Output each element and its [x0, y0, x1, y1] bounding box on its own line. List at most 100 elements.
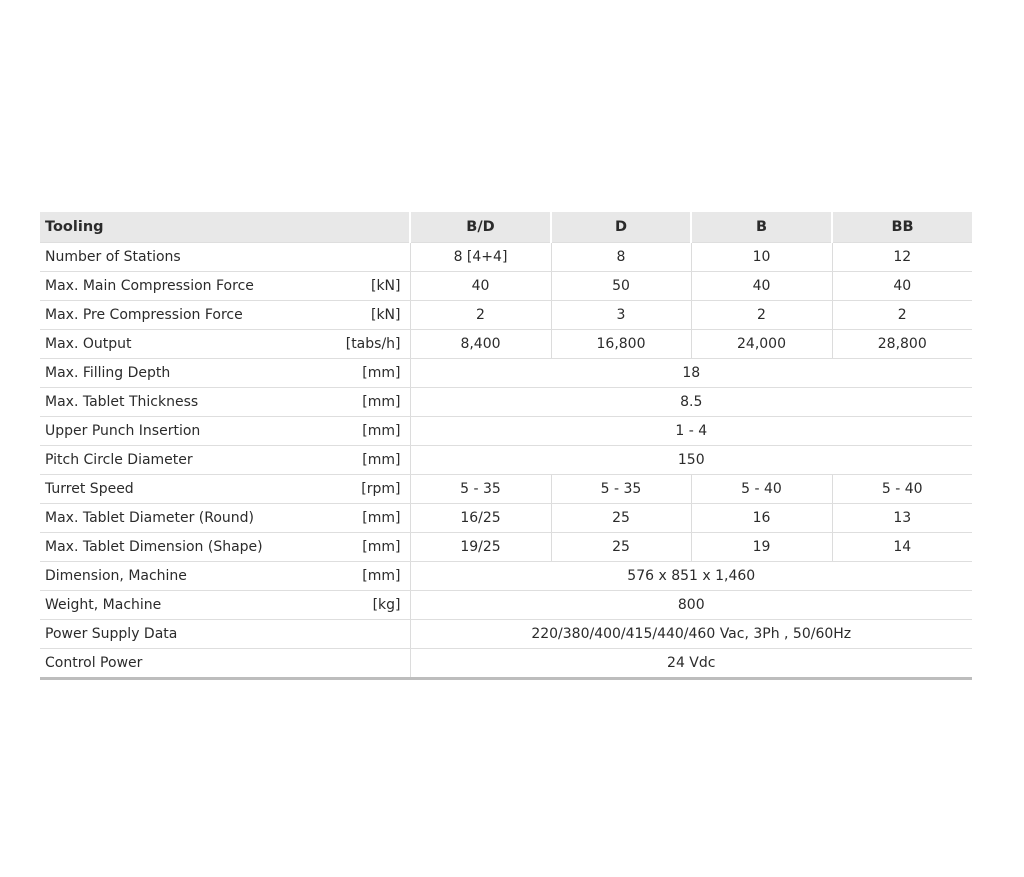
table-row: Max. Tablet Diameter (Round) [mm] 16/25 25 1… — [40, 503, 972, 533]
header-column: BB — [831, 212, 972, 243]
row-label: Max. Tablet Thickness — [45, 394, 199, 410]
row-unit: [rpm] — [361, 481, 401, 497]
value-cell: 40 — [409, 271, 551, 301]
value-cell: 5 - 35 — [550, 474, 691, 504]
row-label-cell: Max. Pre Compression Force [kN] — [40, 300, 410, 330]
value-cell: 25 — [550, 503, 691, 533]
table-row: Max. Main Compression Force [kN] 40 50 40 40 — [40, 271, 972, 301]
row-label-cell: Dimension, Machine [mm] — [40, 561, 410, 591]
row-unit: [kg] — [372, 597, 401, 613]
row-label-cell: Max. Main Compression Force [kN] — [40, 271, 410, 301]
value-cell: 28,800 — [831, 329, 972, 359]
table-row: Pitch Circle Diameter [mm] 150 — [40, 445, 972, 475]
table-row: Turret Speed [rpm] 5 - 35 5 - 35 5 - 40 5 - 4… — [40, 474, 972, 504]
value-cell: 3 — [550, 300, 691, 330]
value-cell: 2 — [831, 300, 972, 330]
table-row: Number of Stations 8 [4+4] 8 10 12 — [40, 242, 972, 272]
row-unit: [mm] — [362, 510, 401, 526]
value-cell: 800 — [409, 590, 972, 620]
row-label-cell: Max. Output [tabs/h] — [40, 329, 410, 359]
row-unit: [mm] — [362, 394, 401, 410]
specifications-table: Tooling B/D D B BB Number of Stations 8 [… — [40, 212, 972, 680]
value-cell: 576 x 851 x 1,460 — [409, 561, 972, 591]
table-row: Dimension, Machine [mm] 576 x 851 x 1,460 — [40, 561, 972, 591]
row-unit: [kN] — [370, 307, 401, 323]
row-label: Control Power — [45, 655, 143, 671]
value-cell: 16 — [690, 503, 832, 533]
row-label: Max. Filling Depth — [45, 365, 171, 381]
row-label: Max. Main Compression Force — [45, 278, 254, 294]
row-label: Turret Speed — [45, 481, 134, 497]
value-cell: 8 — [550, 242, 691, 272]
row-unit: [mm] — [362, 423, 401, 439]
value-cell: 19/25 — [409, 532, 551, 562]
row-label: Upper Punch Insertion — [45, 423, 201, 439]
row-label: Max. Pre Compression Force — [45, 307, 243, 323]
row-unit: [mm] — [362, 365, 401, 381]
table-row: Max. Pre Compression Force [kN] 2 3 2 2 — [40, 300, 972, 330]
row-label: Dimension, Machine — [45, 568, 187, 584]
table-row: Max. Output [tabs/h] 8,400 16,800 24,000 28,8… — [40, 329, 972, 359]
row-label-cell: Power Supply Data — [40, 619, 410, 649]
value-cell: 24 Vdc — [409, 648, 972, 680]
value-cell: 2 — [409, 300, 551, 330]
value-cell: 8,400 — [409, 329, 551, 359]
value-cell: 50 — [550, 271, 691, 301]
row-label-cell: Upper Punch Insertion [mm] — [40, 416, 410, 446]
value-cell: 16,800 — [550, 329, 691, 359]
row-label: Pitch Circle Diameter — [45, 452, 193, 468]
table-row: Control Power 24 Vdc — [40, 648, 972, 680]
value-cell: 1 - 4 — [409, 416, 972, 446]
row-unit: [mm] — [362, 539, 401, 555]
table-row: Max. Filling Depth [mm] 18 — [40, 358, 972, 388]
table-row: Max. Tablet Dimension (Shape) [mm] 19/25 25… — [40, 532, 972, 562]
value-cell: 40 — [831, 271, 972, 301]
row-label-cell: Max. Tablet Thickness [mm] — [40, 387, 410, 417]
value-cell: 18 — [409, 358, 972, 388]
table-row: Max. Tablet Thickness [mm] 8.5 — [40, 387, 972, 417]
row-label: Max. Tablet Dimension (Shape) — [45, 539, 263, 555]
header-column: B/D — [409, 212, 551, 243]
row-label-cell: Turret Speed [rpm] — [40, 474, 410, 504]
value-cell: 8.5 — [409, 387, 972, 417]
value-cell: 24,000 — [690, 329, 832, 359]
row-label-cell: Max. Filling Depth [mm] — [40, 358, 410, 388]
row-label-cell: Number of Stations — [40, 242, 410, 272]
value-cell: 5 - 40 — [690, 474, 832, 504]
row-label: Number of Stations — [45, 249, 181, 265]
header-column: D — [550, 212, 691, 243]
row-label: Power Supply Data — [45, 626, 178, 642]
value-cell: 10 — [690, 242, 832, 272]
row-label-cell: Control Power — [40, 648, 410, 680]
row-unit: [mm] — [362, 452, 401, 468]
row-label-cell: Pitch Circle Diameter [mm] — [40, 445, 410, 475]
row-label-cell: Max. Tablet Dimension (Shape) [mm] — [40, 532, 410, 562]
table-row: Power Supply Data 220/380/400/415/440/460… — [40, 619, 972, 649]
value-cell: 14 — [831, 532, 972, 562]
value-cell: 19 — [690, 532, 832, 562]
row-unit: [kN] — [370, 278, 401, 294]
header-row: Tooling B/D D B BB — [40, 212, 972, 243]
value-cell: 40 — [690, 271, 832, 301]
header-column: B — [690, 212, 832, 243]
value-cell: 150 — [409, 445, 972, 475]
row-label: Max. Tablet Diameter (Round) — [45, 510, 255, 526]
value-cell: 25 — [550, 532, 691, 562]
table-row: Upper Punch Insertion [mm] 1 - 4 — [40, 416, 972, 446]
value-cell: 8 [4+4] — [409, 242, 551, 272]
row-label: Max. Output — [45, 336, 132, 352]
row-unit: [mm] — [362, 568, 401, 584]
header-tooling: Tooling — [40, 212, 410, 243]
row-label-cell: Max. Tablet Diameter (Round) [mm] — [40, 503, 410, 533]
value-cell: 16/25 — [409, 503, 551, 533]
value-cell: 13 — [831, 503, 972, 533]
value-cell: 2 — [690, 300, 832, 330]
row-unit: [tabs/h] — [345, 336, 401, 352]
row-label: Weight, Machine — [45, 597, 162, 613]
table-row: Weight, Machine [kg] 800 — [40, 590, 972, 620]
row-label-cell: Weight, Machine [kg] — [40, 590, 410, 620]
value-cell: 12 — [831, 242, 972, 272]
value-cell: 220/380/400/415/440/460 Vac, 3Ph , 50/60… — [409, 619, 972, 649]
value-cell: 5 - 40 — [831, 474, 972, 504]
value-cell: 5 - 35 — [409, 474, 551, 504]
